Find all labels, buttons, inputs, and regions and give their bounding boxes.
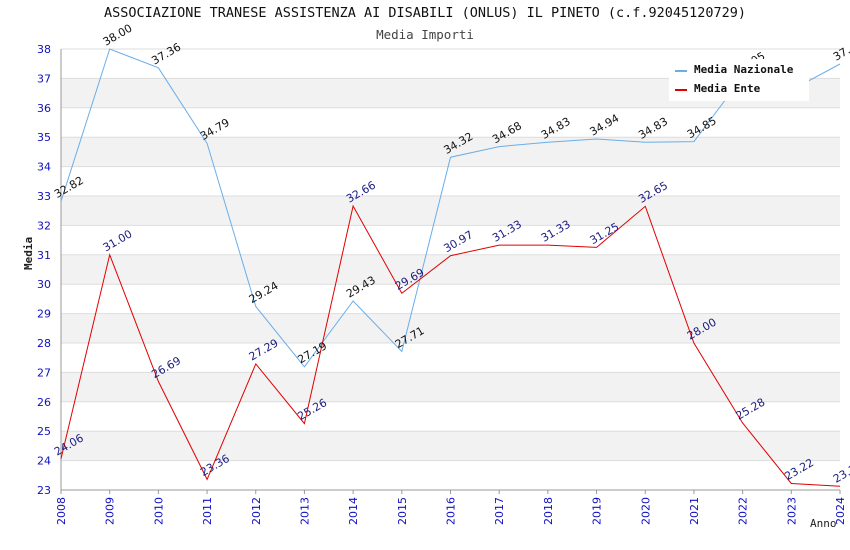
y-tick-label: 25 bbox=[37, 425, 51, 438]
x-tick-label: 2012 bbox=[250, 497, 263, 525]
data-label: 37.49 bbox=[831, 37, 850, 64]
series-line-ente bbox=[60, 204, 841, 487]
x-tick-label: 2021 bbox=[688, 497, 701, 525]
y-tick-label: 23 bbox=[37, 484, 51, 497]
chart-subtitle: Media Importi bbox=[376, 27, 474, 42]
y-tick-label: 32 bbox=[37, 219, 51, 232]
legend-swatch-ente bbox=[675, 89, 687, 91]
y-tick-label: 27 bbox=[37, 366, 51, 379]
grid-band bbox=[61, 137, 840, 167]
data-label: 38.00 bbox=[101, 22, 135, 49]
x-tick-label: 2009 bbox=[104, 497, 117, 525]
data-label: 31.00 bbox=[101, 227, 135, 254]
data-label: 37.36 bbox=[149, 40, 183, 67]
x-tick-label: 2023 bbox=[785, 497, 798, 525]
grid-band bbox=[61, 313, 840, 343]
legend-swatch-nazionale bbox=[675, 70, 687, 72]
y-tick-label: 36 bbox=[37, 102, 51, 115]
y-tick-label: 29 bbox=[37, 308, 51, 321]
data-label: 34.94 bbox=[588, 112, 622, 139]
series-line-nazionale bbox=[60, 48, 841, 368]
x-tick-label: 2015 bbox=[396, 497, 409, 525]
y-tick-label: 38 bbox=[37, 43, 51, 56]
series-lines bbox=[60, 48, 841, 487]
x-axis-label: Anno bbox=[810, 517, 837, 530]
x-tick-label: 2017 bbox=[493, 497, 506, 525]
x-tick-label: 2020 bbox=[639, 497, 652, 525]
x-tick-label: 2022 bbox=[737, 497, 750, 525]
grid-band bbox=[61, 431, 840, 461]
x-tick-label: 2014 bbox=[347, 497, 360, 525]
grid-band bbox=[61, 254, 840, 285]
y-tick-label: 34 bbox=[37, 161, 51, 174]
legend: Media Nazionale Media Ente bbox=[669, 59, 809, 101]
y-tick-label: 33 bbox=[37, 190, 51, 203]
x-tick-label: 2008 bbox=[55, 497, 68, 525]
x-tick-labels: 2008 2009 2010 2011 2012 2013 2014 2015 2016 2017… bbox=[55, 490, 847, 525]
x-tick-label: 2010 bbox=[152, 497, 165, 525]
y-tick-label: 37 bbox=[37, 72, 51, 85]
y-tick-label: 24 bbox=[37, 455, 51, 468]
y-tick-label: 31 bbox=[37, 249, 51, 262]
grid-band bbox=[61, 372, 840, 402]
grid-band bbox=[61, 196, 840, 226]
y-tick-labels: 23 24 25 26 27 28 29 30 31 32 33 34 35 36 37 38 bbox=[37, 43, 51, 497]
x-tick-label: 2011 bbox=[201, 497, 214, 525]
y-tick-label: 30 bbox=[37, 278, 51, 291]
data-label: 23.13 bbox=[831, 459, 850, 486]
x-tick-label: 2019 bbox=[591, 497, 604, 525]
y-tick-label: 26 bbox=[37, 396, 51, 409]
grid-bands bbox=[61, 78, 840, 461]
legend-label-nazionale: Media Nazionale bbox=[694, 63, 794, 76]
x-tick-label: 2013 bbox=[298, 497, 311, 525]
chart-title: ASSOCIAZIONE TRANESE ASSISTENZA AI DISAB… bbox=[103, 5, 747, 21]
legend-label-ente: Media Ente bbox=[694, 82, 761, 95]
y-tick-label: 35 bbox=[37, 131, 51, 144]
y-tick-label: 28 bbox=[37, 337, 51, 350]
x-tick-label: 2018 bbox=[542, 497, 555, 525]
x-tick-label: 2016 bbox=[445, 497, 458, 525]
x-tick-label: 2024 bbox=[834, 497, 847, 525]
